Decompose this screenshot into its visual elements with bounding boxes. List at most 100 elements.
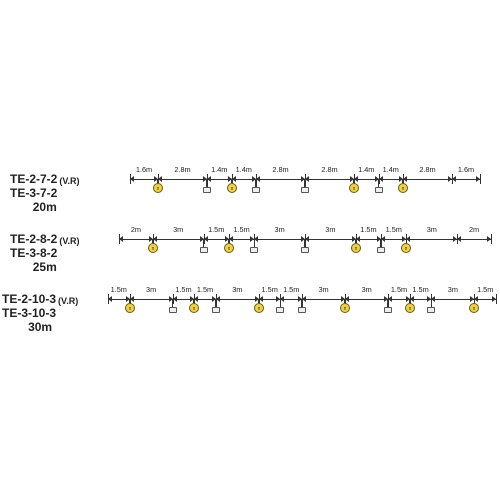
segment-length: 1.5m: [233, 225, 249, 234]
tick: [480, 174, 481, 184]
segment-length: 1.5m: [175, 285, 191, 294]
clamp-drop: [426, 299, 436, 313]
segment-length: 1.5m: [262, 285, 278, 294]
clamp-drop: [300, 179, 310, 193]
clamp-drop: [202, 179, 212, 193]
hanger-stem: [380, 239, 382, 247]
arrow-left-icon: [452, 176, 456, 182]
segment-length: 3m: [448, 285, 458, 294]
segment-length: 2.8m: [272, 165, 288, 174]
arrow-left-icon: [457, 236, 461, 242]
outlet-icon: [349, 183, 359, 193]
clamp-drop: [376, 239, 386, 253]
outlet-drop: [351, 239, 361, 253]
outlet-icon: [254, 303, 264, 313]
clamp-drop: [168, 299, 178, 313]
segment-length: 2.8m: [419, 165, 435, 174]
outlet-drop: [398, 179, 408, 193]
arrow-left-icon: [119, 236, 123, 242]
hanger-stem: [172, 299, 174, 307]
tick: [496, 294, 497, 304]
product-label: TE-2-10-3(V.R)TE-3-10-330m: [2, 292, 78, 334]
cable: 1.5m3m1.5m1.5m3m1.5m1.5m3m3m1.5m1.5m3m1.…: [108, 285, 496, 327]
outlet-drop: [349, 179, 359, 193]
clamp-drop: [249, 239, 259, 253]
hanger-stem: [378, 179, 380, 187]
clamp-drop: [297, 299, 307, 313]
hanger-stem: [206, 179, 208, 187]
clamp-drop: [211, 299, 221, 313]
segment-length: 3m: [173, 225, 183, 234]
clamp-icon: [200, 247, 208, 253]
outlet-drop: [125, 299, 135, 313]
segment-length: 3m: [232, 285, 242, 294]
clamp-icon: [250, 247, 258, 253]
segment-length: 2.8m: [174, 165, 190, 174]
segment-length: 1.5m: [283, 285, 299, 294]
hanger-stem: [203, 239, 205, 247]
hanger-stem: [255, 179, 257, 187]
clamp-icon: [301, 247, 309, 253]
segment-length: 1.5m: [412, 285, 428, 294]
model-number: TE-3-8-2: [10, 246, 80, 260]
outlet-icon: [227, 183, 237, 193]
total-length: 30m: [2, 320, 78, 334]
outlet-icon: [401, 243, 411, 253]
clamp-drop: [275, 299, 285, 313]
outlet-drop: [340, 299, 350, 313]
segment-length: 1.5m: [391, 285, 407, 294]
clamp-icon: [203, 187, 211, 193]
outlet-drop: [469, 299, 479, 313]
outlet-icon: [153, 183, 163, 193]
segment-length: 2m: [469, 225, 479, 234]
vr-suffix: (V.R): [58, 296, 78, 306]
segment-length: 3m: [325, 225, 335, 234]
hanger-stem: [304, 239, 306, 247]
clamp-icon: [298, 307, 306, 313]
model-number: TE-2-8-2(V.R): [10, 232, 80, 246]
tick: [491, 234, 492, 244]
outlet-drop: [254, 299, 264, 313]
outlet-icon: [405, 303, 415, 313]
clamp-drop: [199, 239, 209, 253]
hanger-stem: [254, 239, 256, 247]
segment-length: 1.6m: [458, 165, 474, 174]
clamp-drop: [383, 299, 393, 313]
segment-length: 1.4m: [211, 165, 227, 174]
segment-length: 1.5m: [386, 225, 402, 234]
outlet-icon: [398, 183, 408, 193]
arrow-left-icon: [108, 296, 112, 302]
hanger-stem: [431, 299, 433, 307]
outlet-icon: [340, 303, 350, 313]
clamp-drop: [300, 239, 310, 253]
hanger-stem: [301, 299, 303, 307]
hanger-stem: [215, 299, 217, 307]
model-number: TE-2-10-3(V.R): [2, 292, 78, 306]
segment-length: 3m: [318, 285, 328, 294]
segment-length: 1.6m: [136, 165, 152, 174]
segment-length: 1.5m: [208, 225, 224, 234]
outlet-icon: [148, 243, 158, 253]
segment-length: 2.8m: [321, 165, 337, 174]
clamp-icon: [301, 187, 309, 193]
segment-length: 3m: [146, 285, 156, 294]
segment-length: 3m: [275, 225, 285, 234]
outlet-drop: [401, 239, 411, 253]
clamp-icon: [169, 307, 177, 313]
outlet-icon: [351, 243, 361, 253]
segment-length: 1.5m: [477, 285, 493, 294]
segment-length: 1.5m: [197, 285, 213, 294]
outlet-icon: [469, 303, 479, 313]
arrow-right-icon: [492, 296, 496, 302]
outlet-icon: [125, 303, 135, 313]
outlet-drop: [148, 239, 158, 253]
vr-suffix: (V.R): [59, 236, 79, 246]
segment-length: 1.4m: [383, 165, 399, 174]
clamp-icon: [384, 307, 392, 313]
cable: 1.6m 2.8m 1.4m 1.4m 2.8m 2.8m 1.4m 1.4m 2.8m 1.6m: [130, 165, 480, 207]
segment-length: 1.4m: [236, 165, 252, 174]
hanger-stem: [304, 179, 306, 187]
outlet-drop: [189, 299, 199, 313]
segment-length: 1.4m: [358, 165, 374, 174]
segment-length: 3m: [427, 225, 437, 234]
